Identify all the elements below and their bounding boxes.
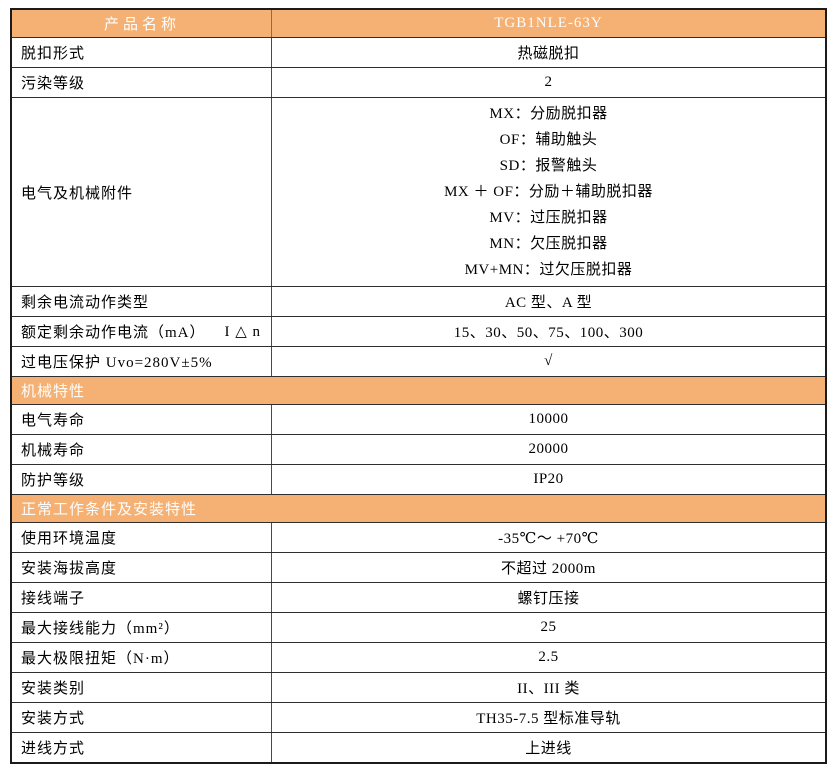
row-label: 安装方式 [21,711,86,727]
row-label: 额定剩余动作电流（mA） [21,325,206,341]
row-label-cell: 过电压保护 Uvo=280V±5% [12,347,272,376]
table-row: 脱扣形式 热磁脱扣 [12,37,825,67]
table-row: 最大极限扭矩（N·m） 2.5 [12,642,825,672]
row-label-cell: 污染等级 [12,68,272,97]
row-value-line: MN：欠压脱扣器 [489,236,608,252]
row-value-line: MV：过压脱扣器 [489,210,608,226]
table-row: 接线端子 螺钉压接 [12,582,825,612]
row-label-cell: 电气及机械附件 [12,98,272,286]
table-row: 安装海拔高度 不超过 2000m [12,552,825,582]
product-spec-table: 产品名称 TGB1NLE-63Y 脱扣形式 热磁脱扣污染等级 2 电气及机械附件 MX：… [10,8,827,764]
row-value-line: MV+MN：过欠压脱扣器 [464,262,633,278]
row-value-cell: 热磁脱扣 [517,46,580,62]
row-label-cell: 机械寿命 [12,435,272,464]
table-body: 脱扣形式 热磁脱扣污染等级 2 电气及机械附件 MX：分励脱扣器 OF：辅助触头 SD：报警… [12,37,825,762]
row-value-cell: 螺钉压接 [517,591,580,607]
row-label-cell: 电气寿命 [12,405,272,434]
row-label-cell: 剩余电流动作类型 [12,287,272,316]
row-value-line: MX：分励脱扣器 [489,106,608,122]
row-value-cell: MX：分励脱扣器 OF：辅助触头 SD：报警触头 MX ＋ OF：分励＋辅助脱扣器 MV… [272,98,825,286]
row-value-cell: 15、30、50、75、100、300 [453,325,644,341]
row-value-line: SD：报警触头 [499,158,598,174]
row-label: 脱扣形式 [21,46,86,62]
row-label-cell: 额定剩余动作电流（mA） I △ n [12,317,272,346]
row-label-cell: 使用环境温度 [12,523,272,552]
row-label-cell: 安装方式 [12,703,272,732]
row-label-cell: 脱扣形式 [12,38,272,67]
table-row: 安装类别 II、III 类 [12,672,825,702]
row-label-cell: 最大接线能力（mm²） [12,613,272,642]
row-label: 安装海拔高度 [21,561,118,577]
row-label-cell: 安装类别 [12,673,272,702]
table-row: 额定剩余动作电流（mA） I △ n 15、30、50、75、100、300 [12,316,825,346]
row-value-line: MX ＋ OF：分励＋辅助脱扣器 [444,184,653,200]
table-row: 最大接线能力（mm²） 25 [12,612,825,642]
row-value-cell: 10000 [528,411,569,427]
row-label: 使用环境温度 [21,531,118,547]
row-value-cell: IP20 [533,471,564,487]
table-row: 电气及机械附件 MX：分励脱扣器 OF：辅助触头 SD：报警触头 MX ＋ OF：分励＋… [12,97,825,286]
row-value-cell: √ [544,353,553,369]
row-label: 防护等级 [21,473,86,489]
row-label: 进线方式 [21,741,86,757]
row-label: 过电压保护 Uvo=280V±5% [21,355,213,371]
row-label: 机械寿命 [21,443,86,459]
row-label-cell: 最大极限扭矩（N·m） [12,643,272,672]
table-header-row: 产品名称 TGB1NLE-63Y [12,10,825,37]
table-row: 机械寿命 20000 [12,434,825,464]
table-row: 防护等级 IP20 [12,464,825,494]
section-header: 正常工作条件及安装特性 [12,494,825,522]
row-label: 接线端子 [21,591,86,607]
row-value-line: OF：辅助触头 [499,132,598,148]
table-row: 剩余电流动作类型 AC 型、A 型 [12,286,825,316]
row-value-cell: 上进线 [525,741,572,757]
row-label: 最大接线能力（mm²） [21,621,180,637]
table-row: 使用环境温度 -35℃～ +70℃ [12,522,825,552]
row-value-cell: TH35-7.5 型标准导轨 [476,711,621,727]
table-row: 进线方式 上进线 [12,732,825,762]
row-label-cell: 进线方式 [12,733,272,762]
section-header: 机械特性 [12,376,825,404]
row-label: 安装类别 [21,681,86,697]
row-label-cell: 防护等级 [12,465,272,494]
table-row: 过电压保护 Uvo=280V±5% √ [12,346,825,376]
row-label: 剩余电流动作类型 [21,295,150,311]
row-label-cell: 接线端子 [12,583,272,612]
row-label-cell: 安装海拔高度 [12,553,272,582]
row-value-cell: 不超过 2000m [501,561,596,577]
row-value-cell: 2 [544,74,553,90]
table-row: 污染等级 2 [12,67,825,97]
row-label: 电气寿命 [21,413,86,429]
row-value-cell: II、III 类 [517,681,580,697]
row-label: 污染等级 [21,76,86,92]
row-value-cell: 20000 [528,441,569,457]
table-row: 安装方式 TH35-7.5 型标准导轨 [12,702,825,732]
row-value-cell: AC 型、A 型 [504,295,593,311]
row-label: 最大极限扭矩（N·m） [21,651,180,667]
table-row: 电气寿命 10000 [12,404,825,434]
product-model-header-cell: TGB1NLE-63Y [494,15,603,31]
product-name-header-cell: 产品名称 [12,10,272,37]
row-label: 电气及机械附件 [21,185,134,202]
row-label-suffix: I △ n [224,324,261,340]
row-value-cell: 25 [540,619,557,635]
row-value-cell: 2.5 [538,649,559,665]
row-value-cell: -35℃～ +70℃ [498,531,599,547]
